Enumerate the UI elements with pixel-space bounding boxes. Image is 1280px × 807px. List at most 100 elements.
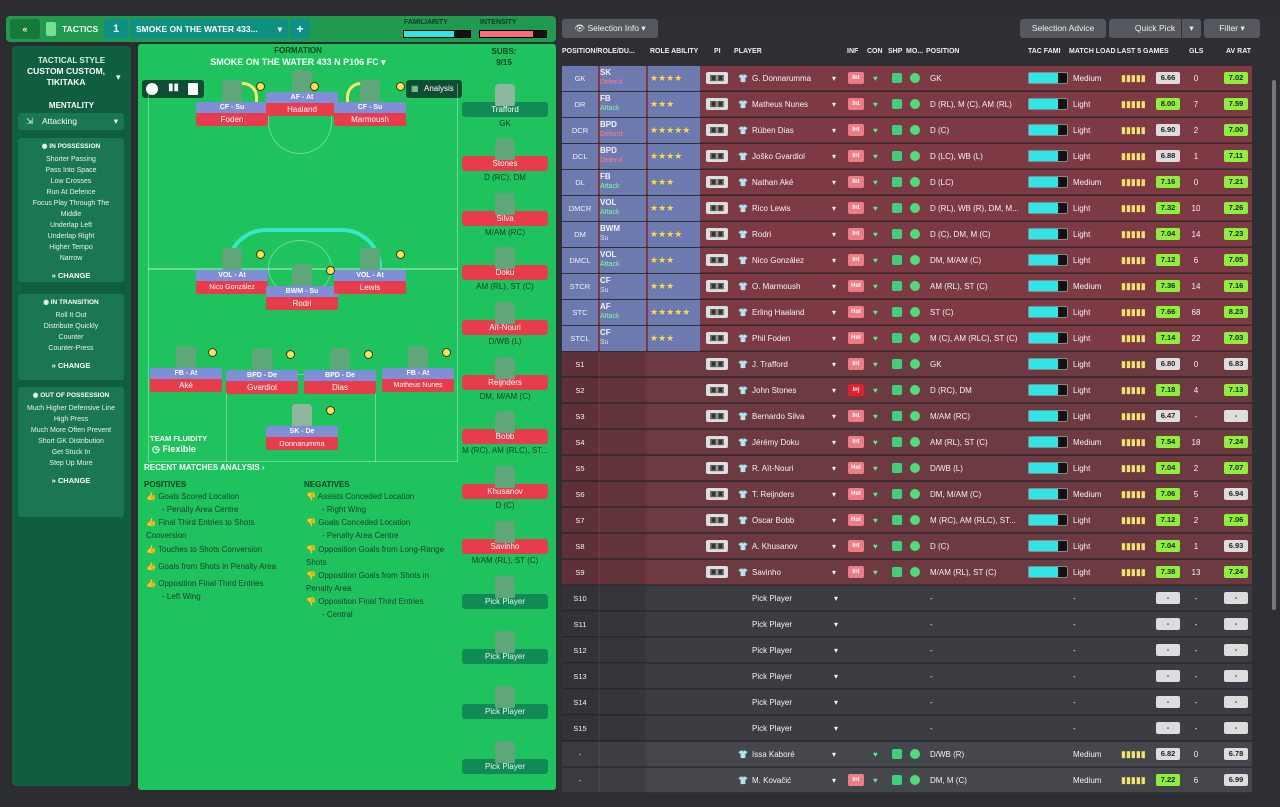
pi-icon[interactable]: ▣▣ xyxy=(706,124,728,136)
interaction-badge[interactable]: Hol xyxy=(848,488,864,500)
interaction-badge[interactable]: Int xyxy=(848,124,864,136)
chevron-down-icon[interactable]: ▾ xyxy=(832,542,837,551)
player-name[interactable]: Phil Foden xyxy=(752,334,791,343)
player-name[interactable]: A. Khusanov xyxy=(752,542,798,551)
table-row[interactable]: S5 ▣▣ 👕 R. Aït-Nouri ▾ Hol ♥ D/WB (L) Light ▮▮▮▮▮… xyxy=(562,456,1252,481)
interaction-badge[interactable]: Inj xyxy=(848,384,864,396)
sub-slot-trafford[interactable]: Trafford GK xyxy=(462,84,548,128)
sub-slot-doku[interactable]: Doku AM (RL), ST (C) xyxy=(462,247,548,291)
pick-player-select[interactable]: Pick Player ▾ xyxy=(752,690,842,715)
player-name[interactable]: Matheus Nunes xyxy=(752,100,809,109)
table-row[interactable]: DMCL VOL Attack ★★★ ▣▣ 👕 Nico González ▾ Int ♥ DM,… xyxy=(562,248,1252,273)
document-icon[interactable] xyxy=(188,83,198,95)
chevron-down-icon[interactable]: ▾ xyxy=(832,464,837,473)
role-cell[interactable]: BPD Defend xyxy=(600,118,646,143)
table-row[interactable]: S9 ▣▣ 👕 Savinho ▾ Int ♥ M/AM (RL), ST (C) Light ▮… xyxy=(562,560,1252,585)
player-name[interactable]: Erling Haaland xyxy=(752,308,805,317)
table-row[interactable]: S4 ▣▣ 👕 Jérémy Doku ▾ Int ♥ AM (RL), ST (C) Medi… xyxy=(562,430,1252,455)
sub-slot-stones[interactable]: Stones D (RC), DM xyxy=(462,138,548,182)
pick-player-select[interactable]: Pick Player ▾ xyxy=(752,638,842,663)
chevron-down-icon[interactable]: ▾ xyxy=(832,256,837,265)
table-row[interactable]: S14 Pick Player ▾ - - - - - xyxy=(562,690,1252,715)
player-name[interactable]: Bernardo Silva xyxy=(752,412,805,421)
interaction-badge[interactable]: Hol xyxy=(848,306,864,318)
pi-icon[interactable]: ▣▣ xyxy=(706,306,728,318)
table-row[interactable]: DL FB Attack ★★★ ▣▣ 👕 Nathan Aké ▾ Int ♥ D (LC) Med… xyxy=(562,170,1252,195)
pick-player-select[interactable]: Pick Player ▾ xyxy=(752,586,842,611)
sub-slot-empty[interactable]: Pick Player xyxy=(462,576,548,609)
chevron-down-icon[interactable]: ▾ xyxy=(832,490,837,499)
mentality-select[interactable]: ⇲ Attacking ▾ xyxy=(18,113,124,130)
selection-advice-button[interactable]: Selection Advice xyxy=(1020,19,1106,38)
chevron-down-icon[interactable]: ▾ xyxy=(832,360,837,369)
role-cell[interactable]: AF Attack xyxy=(600,300,646,325)
player-name[interactable]: Rico Lewis xyxy=(752,204,791,213)
pick-player-select[interactable]: Pick Player ▾ xyxy=(752,612,842,637)
add-tactic-button[interactable]: + xyxy=(290,19,310,39)
player-name[interactable]: M. Kovačić xyxy=(752,776,792,785)
player-name[interactable]: J. Trafford xyxy=(752,360,788,369)
tactical-style-value[interactable]: CUSTOM CUSTOM, TIKITAKA xyxy=(26,66,106,87)
sub-slot-reijnders[interactable]: Reijnders DM, M/AM (C) xyxy=(462,357,548,401)
pi-icon[interactable]: ▣▣ xyxy=(706,280,728,292)
table-row[interactable]: S12 Pick Player ▾ - - - - - xyxy=(562,638,1252,663)
interaction-badge[interactable]: Int xyxy=(848,358,864,370)
pitch-player-rodri[interactable]: BWM - Su Rodri xyxy=(266,264,338,310)
table-row[interactable]: GK SK Defend ★★★★ ▣▣ 👕 G. Donnarumma ▾ Int ♥ GK Med… xyxy=(562,66,1252,91)
chevron-down-icon[interactable]: ▾ xyxy=(832,230,837,239)
sub-slot-ait-nouri[interactable]: Aït-Nouri D/WB (L) xyxy=(462,302,548,346)
pitch-player-haaland[interactable]: AF - At Haaland xyxy=(266,70,338,116)
interaction-badge[interactable]: Int xyxy=(848,150,864,162)
table-row[interactable]: S1 ▣▣ 👕 J. Trafford ▾ Int ♥ GK Light ▮▮▮▮▮ 6.80 0 6.… xyxy=(562,352,1252,377)
sub-slot-empty[interactable]: Pick Player xyxy=(462,686,548,719)
table-row[interactable]: S13 Pick Player ▾ - - - - - xyxy=(562,664,1252,689)
interaction-badge[interactable]: Int xyxy=(848,176,864,188)
pi-icon[interactable]: ▣▣ xyxy=(706,436,728,448)
table-row[interactable]: S10 Pick Player ▾ - - - - - xyxy=(562,586,1252,611)
pitch-player-donnarumma[interactable]: SK - De Donnarumma xyxy=(266,404,338,450)
col-mo[interactable]: MO... xyxy=(906,48,924,55)
sub-slot-empty[interactable]: Pick Player xyxy=(462,631,548,664)
table-row[interactable]: DMCR VOL Attack ★★★ ▣▣ 👕 Rico Lewis ▾ Int ♥ D (RL)… xyxy=(562,196,1252,221)
pi-icon[interactable]: ▣▣ xyxy=(706,488,728,500)
col-av-rat[interactable]: AV RAT xyxy=(1226,48,1252,55)
interaction-badge[interactable]: Int xyxy=(848,566,864,578)
interaction-badge[interactable]: Int xyxy=(848,410,864,422)
col-con[interactable]: CON xyxy=(867,48,883,55)
role-cell[interactable]: CF Su xyxy=(600,326,646,351)
chevron-down-icon[interactable]: ▾ xyxy=(832,126,837,135)
pi-icon[interactable]: ▣▣ xyxy=(706,150,728,162)
table-row[interactable]: - 👕 Issa Kaboré ▾ ♥ D/WB (R) Medium ▮▮▮▮▮ 6.82 0 6… xyxy=(562,742,1252,767)
chevron-down-icon[interactable]: ▾ xyxy=(832,516,837,525)
sub-slot-khusanov[interactable]: Khusanov D (C) xyxy=(462,466,548,510)
interaction-badge[interactable]: Int xyxy=(848,98,864,110)
chevron-down-icon[interactable]: ▾ xyxy=(832,750,837,759)
table-row[interactable]: S15 Pick Player ▾ - - - - - xyxy=(562,716,1252,741)
col-last-5-games[interactable]: LAST 5 GAMES xyxy=(1117,48,1169,55)
chevron-down-icon[interactable]: ▾ xyxy=(832,568,837,577)
bar-chart-icon[interactable]: ▮▮ xyxy=(168,82,180,93)
pi-icon[interactable]: ▣▣ xyxy=(706,332,728,344)
pi-icon[interactable]: ▣▣ xyxy=(706,202,728,214)
pitch-player-dias[interactable]: BPD - De Dias xyxy=(304,348,376,394)
player-name[interactable]: O. Marmoush xyxy=(752,282,801,291)
col-shp[interactable]: SHP xyxy=(888,48,903,55)
col-pi[interactable]: PI xyxy=(714,48,721,55)
player-name[interactable]: Rodri xyxy=(752,230,772,239)
table-row[interactable]: S6 ▣▣ 👕 T. Reijnders ▾ Hol ♥ DM, M/AM (C) Medium… xyxy=(562,482,1252,507)
pitch-player-foden[interactable]: CF - Su Foden xyxy=(196,80,268,126)
chevron-down-icon[interactable]: ▾ xyxy=(832,334,837,343)
table-row[interactable]: S8 ▣▣ 👕 A. Khusanov ▾ Int ♥ D (C) Light ▮▮▮▮▮ 7.04… xyxy=(562,534,1252,559)
col-player[interactable]: PLAYER xyxy=(734,48,762,55)
col-gls[interactable]: GLS xyxy=(1189,48,1204,55)
pi-icon[interactable]: ▣▣ xyxy=(706,540,728,552)
chevron-down-icon[interactable]: ▾ xyxy=(832,386,837,395)
chevron-down-icon[interactable]: ▾ xyxy=(832,204,837,213)
player-name[interactable]: G. Donnarumma xyxy=(752,74,812,83)
table-row[interactable]: DCR BPD Defend ★★★★★ ▣▣ 👕 Rúben Dias ▾ Int ♥ D (C)… xyxy=(562,118,1252,143)
table-row[interactable]: STC AF Attack ★★★★★ ▣▣ 👕 Erling Haaland ▾ Hol ♥ ST… xyxy=(562,300,1252,325)
player-name[interactable]: Savinho xyxy=(752,568,781,577)
player-name[interactable]: Jérémy Doku xyxy=(752,438,800,447)
table-row[interactable]: DR FB Attack ★★★ ▣▣ 👕 Matheus Nunes ▾ Int ♥ D (RL)… xyxy=(562,92,1252,117)
back-button[interactable]: « xyxy=(10,19,40,39)
